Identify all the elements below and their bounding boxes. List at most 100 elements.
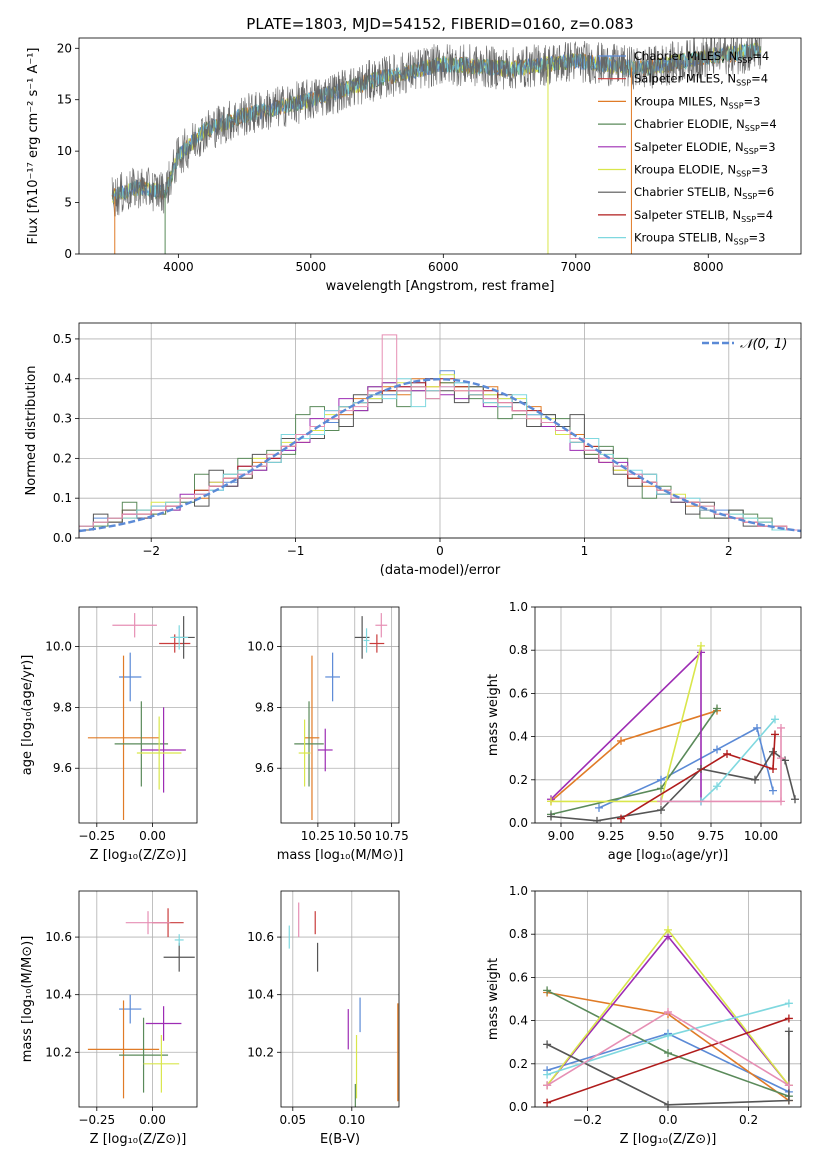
y-tick-label: 1.0	[509, 600, 528, 614]
x-axis-label: wavelength [Angstrom, rest frame]	[326, 279, 555, 294]
weight-marker-kroupa-stelib	[543, 1070, 552, 1079]
y-tick-label: 0.3	[53, 412, 72, 426]
panel-massweight-vs-Z: −0.2 0.0 0.2 0.0 0.2 0.4 0.6 0.8 1.0 Z [log₁₀(Z/Z…	[486, 884, 802, 1147]
x-axis-label: Z [log₁₀(Z/Z⊙)]	[90, 1132, 187, 1147]
y-tick-label: 0.2	[509, 773, 528, 787]
x-axis-label: Z [log₁₀(Z/Z⊙)]	[90, 848, 187, 863]
y-tick-label: 10.0	[45, 640, 72, 654]
weight-marker-pink	[657, 797, 665, 806]
x-tick-label: −1	[287, 544, 305, 558]
y-tick-label: 0.0	[53, 531, 72, 545]
weight-marker-pink	[784, 1081, 793, 1090]
axes-frame	[534, 606, 802, 824]
y-axis-label: mass [log₁₀(M/M⊙)]	[20, 936, 35, 1063]
x-tick-label: 5000	[296, 260, 327, 274]
weight-marker-chabrier-elodie	[664, 1049, 672, 1057]
axes-frame	[280, 890, 400, 1108]
weight-marker-kroupa-stelib	[664, 1031, 672, 1040]
weight-marker-chabrier-stelib	[593, 816, 601, 823]
weight-marker-chabrier-stelib	[657, 806, 665, 815]
legend-label: Kroupa ELODIE, NSSP=3	[634, 163, 768, 179]
legend-label: Salpeter STELIB, NSSP=4	[634, 208, 773, 224]
weight-marker-chabrier-elodie	[713, 704, 721, 713]
x-axis-label: mass [log₁₀(M/M⊙)]	[277, 848, 404, 863]
weight-marker-pink	[543, 1081, 552, 1090]
x-tick-label: 0.0	[658, 1113, 677, 1127]
weight-marker-kroupa-stelib	[771, 715, 779, 724]
axes-frame	[280, 606, 400, 824]
legend-label: Kroupa STELIB, NSSP=3	[634, 231, 765, 247]
weight-marker-chabrier-elodie	[543, 986, 552, 995]
y-tick-label: 20	[57, 41, 72, 55]
observed-spectrum-line	[111, 38, 762, 217]
y-tick-label: 9.6	[255, 761, 274, 775]
plot-area	[294, 613, 388, 820]
y-tick-label: 0.0	[509, 1100, 528, 1114]
plot-area	[87, 908, 195, 1099]
x-tick-label: 9.50	[648, 829, 675, 843]
x-axis-label: age [log₁₀(age/yr)]	[608, 848, 729, 863]
panel-residuals: −2 −1 0 1 2 0.0 0.1 0.2 0.3 0.4 0.5 (data-model)/er…	[24, 322, 802, 578]
weight-line-salpeter-stelib	[620, 734, 776, 820]
weight-marker-chabrier-miles	[753, 723, 761, 732]
weight-line-salpeter-stelib	[546, 1017, 790, 1104]
weight-marker-kroupa-elodie	[697, 641, 705, 650]
x-tick-label: 0.00	[139, 829, 166, 843]
y-tick-label: 0.6	[509, 970, 528, 984]
y-tick-label: 0.8	[509, 927, 528, 941]
weight-line-pink	[661, 728, 782, 803]
x-tick-label: 4000	[163, 260, 194, 274]
y-tick-label: 5	[64, 196, 72, 210]
weight-marker-pink	[777, 723, 785, 732]
y-axis-label: age [log₁₀(age/yr)]	[20, 655, 35, 776]
y-tick-label: 10	[57, 144, 72, 158]
weight-marker-pink	[777, 754, 785, 763]
weight-marker-chabrier-stelib	[769, 747, 777, 756]
plot-area	[547, 641, 799, 823]
x-tick-label: −0.25	[78, 829, 115, 843]
weight-marker-chabrier-stelib	[547, 812, 555, 821]
x-tick-label: 8000	[693, 260, 724, 274]
y-tick-label: 9.6	[53, 761, 72, 775]
plot-area	[87, 613, 195, 820]
x-axis-label: E(B-V)	[320, 1132, 360, 1147]
weight-marker-salpeter-stelib	[771, 730, 779, 739]
legend: Chabrier MILES, NSSP=4 Salpeter MILES, NS…	[598, 49, 777, 247]
x-tick-label: −0.25	[78, 1113, 115, 1127]
x-axis-label: Z [log₁₀(Z/Z⊙)]	[620, 1132, 717, 1147]
weight-marker-kroupa-stelib	[713, 782, 721, 791]
weight-marker-chabrier-miles	[713, 745, 721, 754]
y-axis-label: mass weight	[486, 674, 501, 756]
x-tick-label: 7000	[561, 260, 592, 274]
x-tick-label: 0.2	[739, 1113, 758, 1127]
y-tick-label: 15	[57, 93, 72, 107]
y-axis-label: Normed distribution	[24, 366, 39, 496]
x-tick-label: 10.50	[338, 829, 372, 843]
x-tick-label: 10.25	[301, 829, 335, 843]
x-tick-label: 0	[436, 544, 444, 558]
y-tick-label: 10.2	[247, 1045, 274, 1059]
x-tick-label: 2	[725, 544, 733, 558]
y-axis-label: mass weight	[486, 958, 501, 1040]
x-tick-label: 9.25	[598, 829, 625, 843]
weight-marker-chabrier-miles	[595, 803, 603, 812]
plot-area	[543, 925, 793, 1107]
x-tick-label: 0.00	[139, 1113, 166, 1127]
legend-label: Salpeter ELODIE, NSSP=3	[634, 140, 776, 156]
histogram-pink	[79, 334, 801, 538]
weight-marker-chabrier-stelib	[791, 795, 799, 804]
panel-massweight-vs-age: 9.00 9.25 9.50 9.75 10.00 0.0 0.2 0.4 0.6 0.8 1.0 a…	[486, 600, 802, 863]
panel-age-vs-Z: −0.25 0.00 9.6 9.8 10.0 Z [log₁₀(Z/Z⊙)] age [l…	[20, 606, 198, 863]
weight-marker-salpeter-stelib	[617, 814, 625, 823]
y-tick-label: 0.4	[509, 1014, 528, 1028]
y-tick-label: 0.2	[509, 1057, 528, 1071]
weight-marker-salpeter-stelib	[769, 765, 777, 773]
x-tick-label: 6000	[428, 260, 459, 274]
axes-frame	[78, 606, 198, 824]
axes-frame	[78, 322, 802, 539]
y-tick-label: 0.4	[509, 730, 528, 744]
y-tick-label: 10.0	[247, 640, 274, 654]
weight-marker-kroupa-miles	[617, 736, 625, 745]
x-tick-label: 10.00	[744, 829, 778, 843]
